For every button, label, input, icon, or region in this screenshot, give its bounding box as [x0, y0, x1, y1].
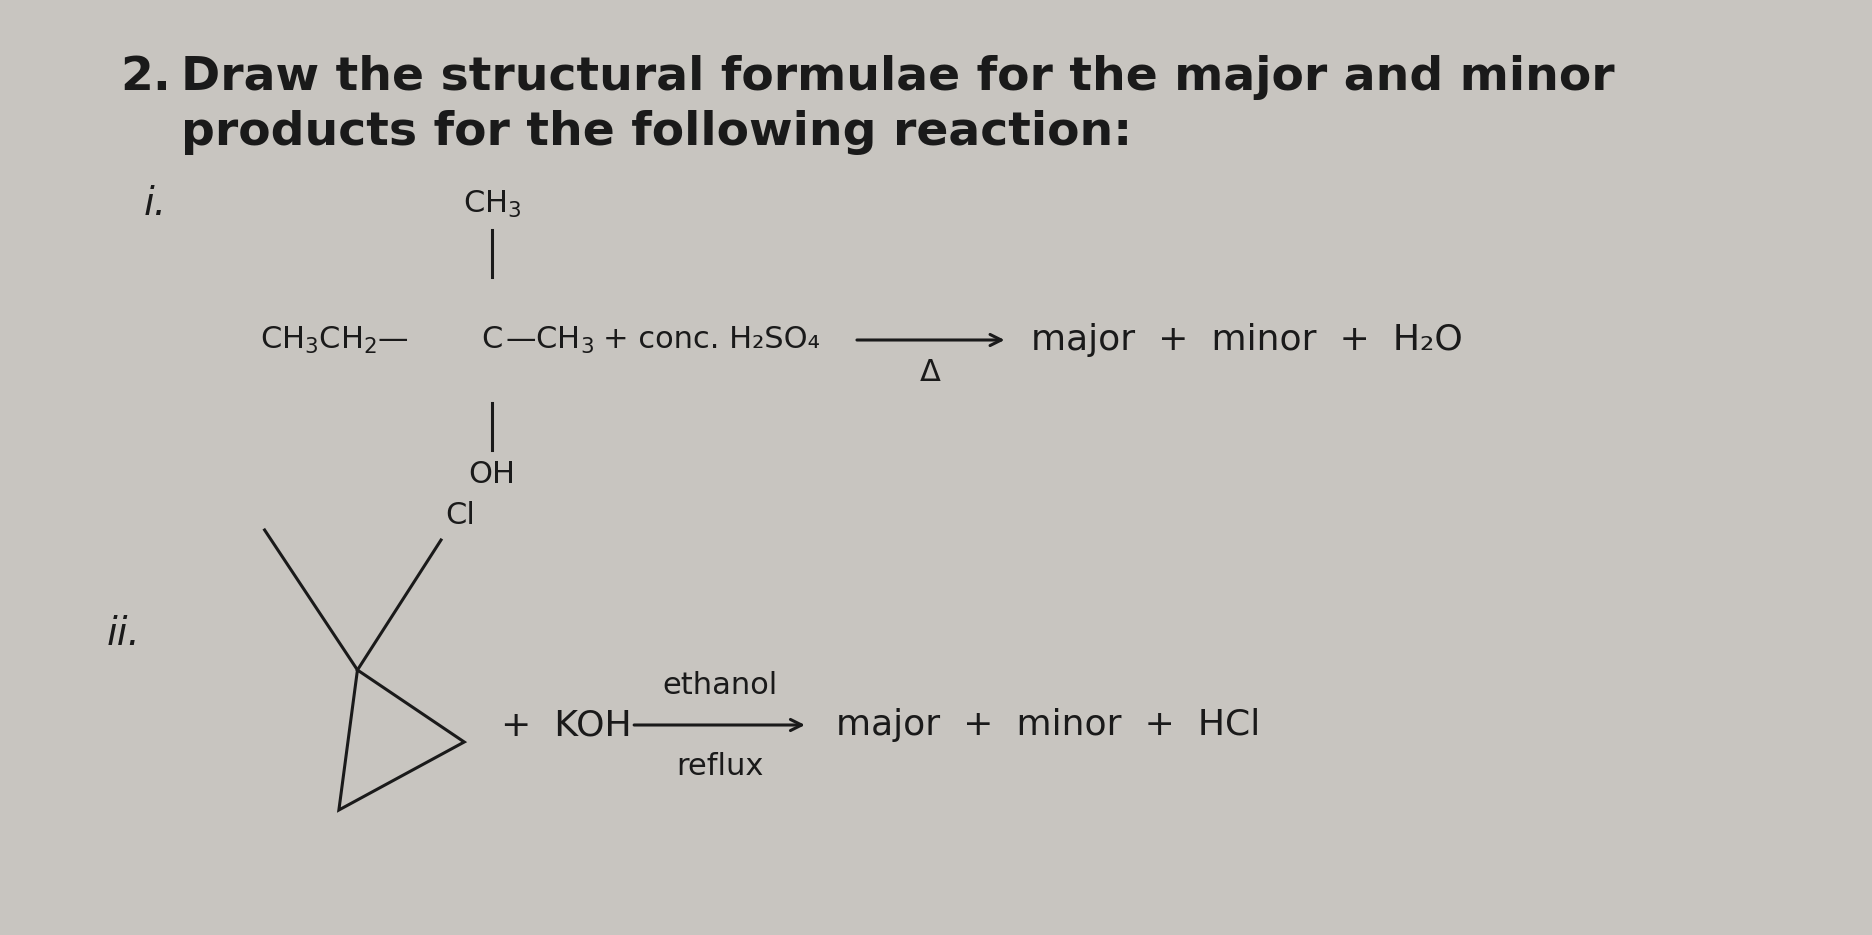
Text: +  KOH: + KOH — [502, 708, 633, 742]
Text: + conc. H₂SO₄: + conc. H₂SO₄ — [603, 325, 820, 354]
Text: CH$_3$CH$_2$—: CH$_3$CH$_2$— — [260, 324, 408, 355]
Text: ethanol: ethanol — [663, 671, 777, 700]
Text: major  +  minor  +  HCl: major + minor + HCl — [835, 708, 1260, 742]
Text: C: C — [481, 325, 504, 354]
Text: —CH$_3$: —CH$_3$ — [505, 324, 593, 355]
Text: Δ: Δ — [919, 358, 942, 387]
Text: ii.: ii. — [107, 615, 140, 653]
Text: major  +  minor  +  H₂O: major + minor + H₂O — [1031, 323, 1462, 357]
Text: i.: i. — [144, 185, 167, 223]
Text: products for the following reaction:: products for the following reaction: — [182, 110, 1133, 155]
Text: Cl: Cl — [446, 501, 475, 530]
Text: Draw the structural formulae for the major and minor: Draw the structural formulae for the maj… — [182, 55, 1616, 100]
Text: OH: OH — [468, 460, 515, 489]
Text: reflux: reflux — [676, 752, 764, 781]
Text: CH$_3$: CH$_3$ — [462, 189, 520, 220]
Text: 2.: 2. — [120, 55, 172, 100]
